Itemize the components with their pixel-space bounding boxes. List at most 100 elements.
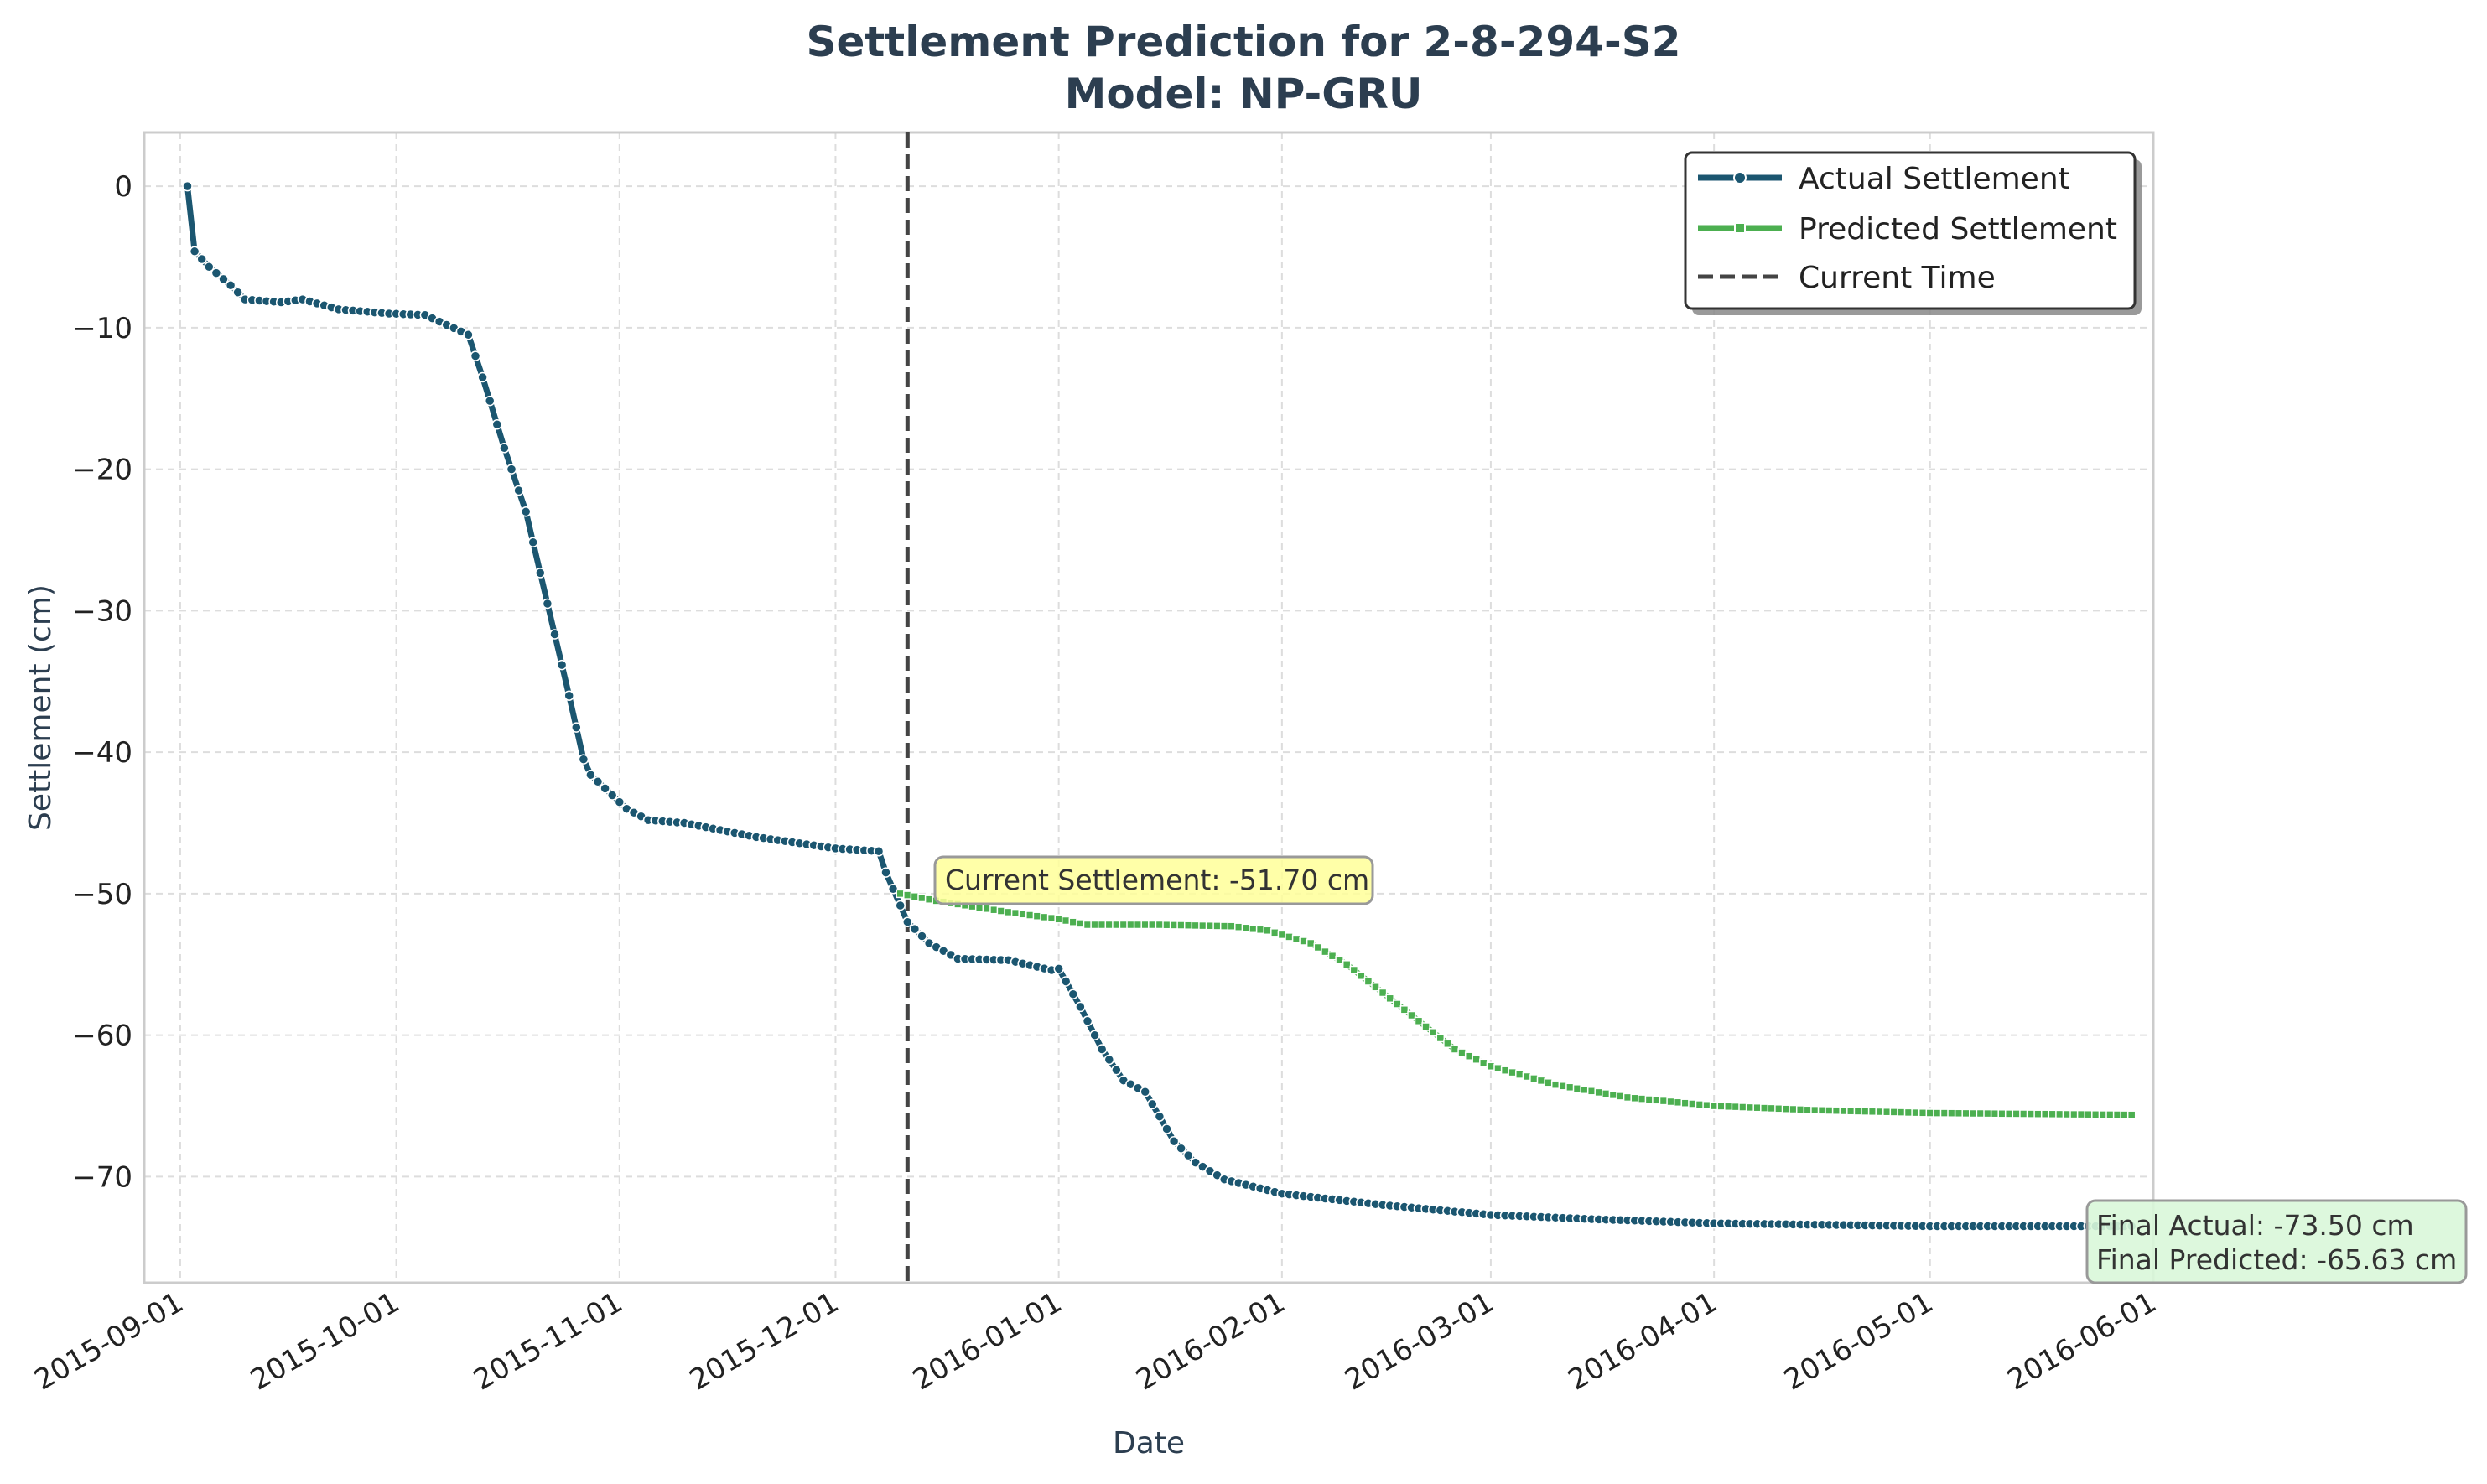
x-ticks: 2015-09-01 2015-10-01 2015-11-01 2015-12-01… [29,1285,2162,1397]
data-point [1608,1090,1618,1100]
data-point [1111,1065,1122,1076]
data-point [2055,1109,2064,1119]
data-point [2069,1109,2079,1119]
data-point [1212,921,1222,931]
data-point [1450,1045,1460,1054]
data-point [1148,920,1157,930]
final-values-box [2085,1199,2468,1284]
data-point [585,769,596,781]
data-point [1493,1063,1503,1073]
data-point [1061,916,1071,926]
data-point [513,485,524,496]
x-tick-label: 2016-02-01 [1130,1285,1290,1397]
data-point [606,790,618,801]
data-point [499,443,510,454]
data-point [1853,1107,1863,1116]
legend-predicted-label: Predicted Settlement [1799,212,2117,246]
data-point [1025,911,1035,920]
data-point [592,776,604,787]
data-point [1616,1092,1625,1101]
data-point [1168,1135,1180,1147]
data-point [1666,1097,1675,1107]
data-point [1147,1098,1158,1110]
data-point [1810,1105,1820,1115]
x-tick-label: 2015-11-01 [468,1285,628,1397]
data-point [1263,926,1272,936]
data-point [1702,1100,1711,1110]
data-point [2040,1109,2050,1118]
data-point [1731,1102,1741,1112]
data-point [917,893,927,903]
data-point [1688,1099,1697,1108]
data-point [1154,1111,1166,1122]
data-point [1486,1061,1496,1071]
data-point [1234,922,1244,931]
data-point [1183,921,1193,930]
data-point [1249,924,1258,934]
data-point [1076,919,1085,928]
data-point [895,900,906,911]
data-point [1018,910,1027,919]
data-point [491,418,503,430]
data-point [614,796,626,807]
data-point [1673,1097,1683,1108]
data-point [1716,1102,1726,1111]
data-point [1961,1108,1970,1118]
data-point [1745,1103,1755,1113]
data-point [1536,1076,1546,1086]
data-point [1096,1044,1108,1055]
data-point [1357,971,1366,981]
data-point [210,267,222,278]
x-tick-label: 2015-12-01 [684,1285,844,1397]
data-point [477,371,488,383]
data-point [1155,920,1165,930]
data-point [1371,983,1380,992]
data-point [1299,937,1308,946]
data-point [1774,1104,1783,1113]
data-point [2112,1110,2122,1119]
data-point [1112,920,1121,930]
y-tick-label: −40 [72,736,132,770]
data-point [1911,1108,1920,1118]
y-tick-label: −60 [72,1020,132,1053]
data-point [1342,960,1352,969]
data-point [600,783,610,794]
data-point [1997,1109,2007,1118]
data-point [924,895,934,904]
data-point [1393,999,1402,1009]
data-point [549,629,560,640]
data-point [542,598,553,610]
y-tick-label: −30 [72,594,132,628]
data-point [1140,920,1150,930]
data-point [2033,1109,2043,1118]
data-point [520,506,532,517]
data-point [989,905,999,915]
data-point [1140,1086,1150,1097]
data-point [1882,1107,1892,1117]
y-tick-label: −50 [72,878,132,911]
data-point [982,904,992,914]
data-point [1378,988,1388,998]
data-point [189,246,200,257]
data-point [1291,934,1301,944]
data-point [1969,1108,1978,1118]
data-point [1795,1105,1805,1114]
data-point [1464,1051,1474,1061]
data-point [484,395,496,407]
data-point [2120,1110,2129,1119]
data-point [1479,1058,1488,1068]
data-point [909,923,921,935]
data-point [1983,1108,1992,1118]
series-layer [182,180,2137,1232]
y-axis-label: Settlement (cm) [23,584,58,831]
data-point [1428,1028,1438,1037]
legend-box [1684,151,2137,310]
data-point [1075,1001,1086,1013]
data-point [1789,1104,1798,1114]
data-point [2084,1109,2093,1119]
data-point [1082,1015,1093,1027]
data-point [1097,920,1107,930]
y-tick-label: −20 [72,454,132,487]
data-point [1925,1108,1935,1118]
data-point [996,906,1006,916]
